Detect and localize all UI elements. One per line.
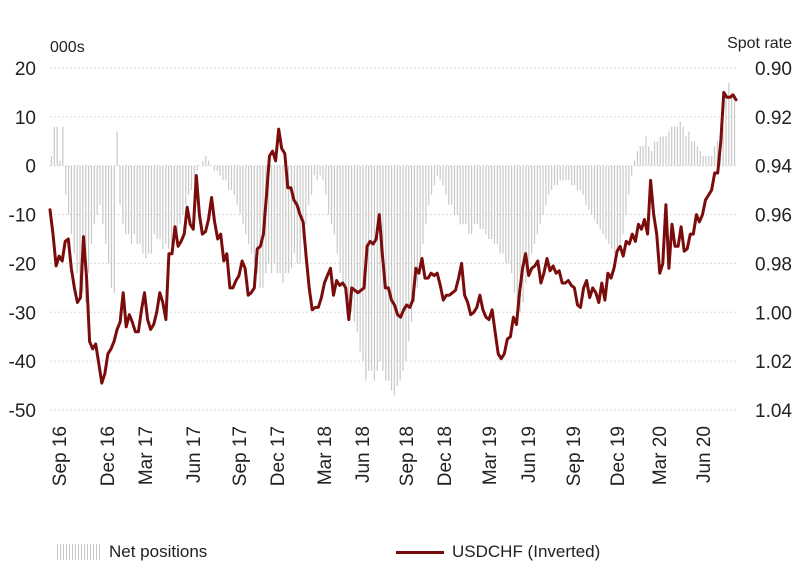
legend-line-swatch [396,550,444,554]
right-tick-label: 0.98 [755,254,792,275]
net-positions-bars [50,82,736,396]
right-tick-label: 0.90 [755,59,792,80]
x-tick-label: Sep 19 [564,426,585,486]
x-tick-label: Jun 18 [353,426,374,483]
right-tick-label: 0.96 [755,206,792,227]
left-tick-label: 0 [25,157,36,178]
legend-bars-swatch [57,544,101,560]
left-tick-label: -50 [9,401,36,422]
right-tick-label: 1.02 [755,352,792,373]
left-axis-unit-label: 000s [50,39,85,56]
right-axis-ticks: 0.90 0.92 0.94 0.96 0.98 1.00 1.02 1.04 [755,59,792,422]
legend-usdchf-label: USDCHF (Inverted) [452,542,601,561]
right-tick-label: 0.92 [755,108,792,129]
x-tick-label: Dec 16 [98,426,119,486]
x-tick-label: Mar 20 [650,426,671,485]
x-tick-label: Jun 19 [519,426,540,483]
x-tick-label: Mar 18 [315,426,336,485]
left-tick-label: -30 [9,303,36,324]
legend-usdchf: USDCHF (Inverted) [396,542,600,562]
legend-net-positions: Net positions [57,542,207,562]
x-tick-label: Dec 19 [608,426,629,486]
right-axis-unit-label: Spot rate [727,35,792,52]
x-tick-label: Sep 17 [230,426,251,486]
legend-net-positions-label: Net positions [109,542,208,561]
left-axis-ticks: 20 10 0 -10 -20 -30 -40 -50 [9,59,36,422]
right-tick-label: 1.04 [755,401,792,422]
x-tick-label: Dec 18 [435,426,456,486]
right-tick-label: 0.94 [755,157,792,178]
x-tick-label: Sep 18 [397,426,418,486]
left-tick-label: -20 [9,254,36,275]
x-tick-label: Dec 17 [268,426,289,486]
x-tick-label: Jun 20 [694,426,715,483]
left-tick-label: 20 [15,59,36,80]
left-tick-label: -10 [9,206,36,227]
x-tick-label: Mar 19 [480,426,501,485]
x-tick-label: Sep 16 [50,426,71,486]
x-tick-label: Mar 17 [136,426,157,485]
left-tick-label: -40 [9,352,36,373]
x-tick-label: Jun 17 [184,426,205,483]
usdchf-line [48,90,738,385]
right-tick-label: 1.00 [755,303,792,324]
left-tick-label: 10 [15,108,36,129]
x-axis-ticks: Sep 16 Dec 16 Mar 17 Jun 17 Sep 17 Dec 17 Mar … [50,426,715,486]
